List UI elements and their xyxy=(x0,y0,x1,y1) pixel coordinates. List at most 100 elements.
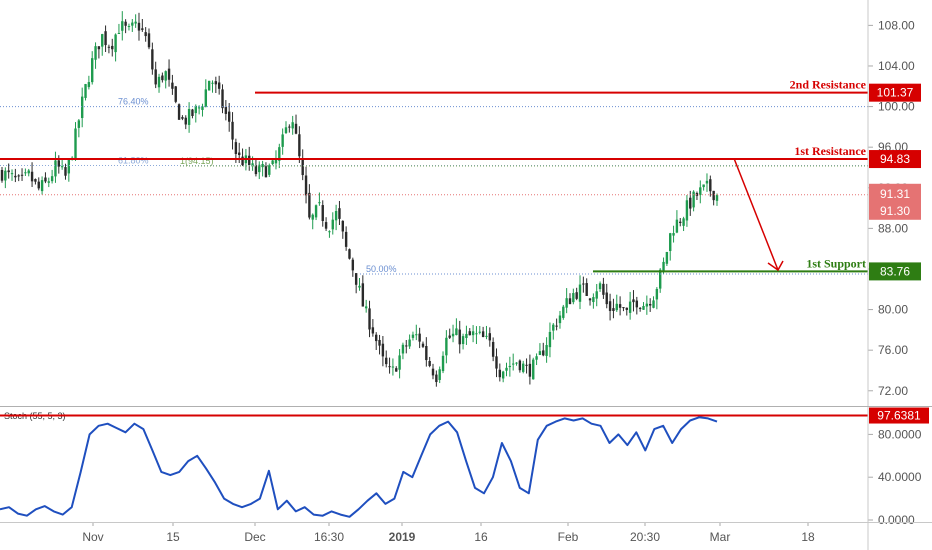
level-badge xyxy=(869,83,921,102)
candle-body xyxy=(268,165,271,175)
candle-body xyxy=(7,170,10,173)
candle-body xyxy=(415,334,418,336)
candle-body xyxy=(565,298,568,308)
candle-body xyxy=(545,345,548,356)
candle-body xyxy=(465,333,468,339)
candle-body xyxy=(605,292,608,305)
time-tick-label: Nov xyxy=(82,530,103,544)
candle-body xyxy=(585,283,588,296)
candle-body xyxy=(224,106,228,114)
candle-body xyxy=(682,218,685,226)
candle-body xyxy=(284,127,288,134)
candle-body xyxy=(441,355,445,372)
candle-body xyxy=(77,120,81,128)
candle-body xyxy=(481,331,485,338)
candle-body xyxy=(371,327,375,334)
stoch-series-line xyxy=(0,416,718,518)
candle-body xyxy=(699,187,702,196)
candle-body xyxy=(461,336,465,345)
candle-body xyxy=(294,123,298,134)
stoch-level-badge xyxy=(869,407,929,424)
candle-body xyxy=(418,333,421,342)
candle-body xyxy=(662,261,665,272)
level-badge-value: 94.83 xyxy=(880,152,910,166)
candle-body xyxy=(161,75,164,81)
price-scale: 108.00104.00100.0096.0092.0088.0084.0080… xyxy=(868,18,929,527)
candle-body xyxy=(127,26,131,28)
time-tick-label: Feb xyxy=(558,530,579,544)
last-price-value: 91.30 xyxy=(880,204,910,218)
candle-body xyxy=(324,222,328,229)
candle-body xyxy=(121,21,124,31)
candle-body xyxy=(311,214,314,220)
candle-body xyxy=(94,46,97,60)
candle-body xyxy=(501,371,505,379)
candle-body xyxy=(715,195,719,201)
candle-body xyxy=(598,283,602,290)
candle-body xyxy=(364,306,368,309)
candle-body xyxy=(648,304,652,306)
candle-body xyxy=(381,343,385,357)
candle-body xyxy=(217,82,221,89)
candle-body xyxy=(281,134,284,147)
time-axis: Nov 15 Dec 16:30 2019 16 Feb 20:30 Mar 18 xyxy=(82,522,815,544)
candle-body xyxy=(692,191,695,208)
last-price-value: 91.31 xyxy=(880,187,910,201)
last-price-badge xyxy=(869,183,921,220)
candle-body xyxy=(227,111,231,122)
candle-body xyxy=(608,301,612,311)
candle-body xyxy=(702,184,705,188)
candle-body xyxy=(171,82,174,89)
candle-body xyxy=(395,368,398,372)
level-label: 1st Resistance xyxy=(794,144,866,158)
candle-body xyxy=(675,219,679,233)
candle-body xyxy=(214,81,218,85)
candle-body xyxy=(448,335,451,338)
candle-body xyxy=(174,86,177,102)
candle-body xyxy=(572,293,575,303)
candle-body xyxy=(475,333,478,335)
candle-body xyxy=(625,307,628,310)
candle-body xyxy=(54,160,57,177)
candle-body xyxy=(10,173,14,175)
candle-body xyxy=(435,374,438,383)
candle-body xyxy=(632,299,635,303)
candle-body xyxy=(405,345,408,347)
candle-body xyxy=(518,360,522,371)
candle-body xyxy=(164,71,167,81)
candle-body xyxy=(334,211,338,221)
candle-body xyxy=(24,172,27,174)
candle-body xyxy=(705,180,709,184)
candle-body xyxy=(344,231,348,247)
candle-body xyxy=(184,117,187,125)
candle-body xyxy=(274,158,278,164)
candle-body xyxy=(575,292,578,299)
candle-body xyxy=(351,259,355,271)
candle-body xyxy=(298,134,301,157)
candle-body xyxy=(578,284,582,302)
candle-body xyxy=(204,89,208,107)
candle-body xyxy=(515,362,518,364)
candle-body xyxy=(27,170,30,174)
candle-body xyxy=(231,121,234,140)
candle-body xyxy=(17,175,20,177)
candle-body xyxy=(254,165,258,175)
candle-body xyxy=(665,251,669,264)
candle-body xyxy=(4,170,7,181)
candle-body xyxy=(37,181,40,189)
candle-body xyxy=(154,69,157,85)
candle-body xyxy=(361,283,365,307)
price-tick-label: 104.00 xyxy=(878,59,915,73)
time-tick-label: 15 xyxy=(166,530,180,544)
candle-body xyxy=(221,89,224,109)
candle-body xyxy=(348,249,351,259)
candle-body xyxy=(241,156,244,166)
stochastic-pane: Stoch (55, 5, 3) xyxy=(0,411,868,518)
candle-body xyxy=(117,32,121,34)
candle-body xyxy=(147,33,151,48)
candle-body xyxy=(535,356,538,360)
time-tick-label: Dec xyxy=(244,530,265,544)
candle-body xyxy=(264,166,268,178)
candle-body xyxy=(618,304,622,308)
